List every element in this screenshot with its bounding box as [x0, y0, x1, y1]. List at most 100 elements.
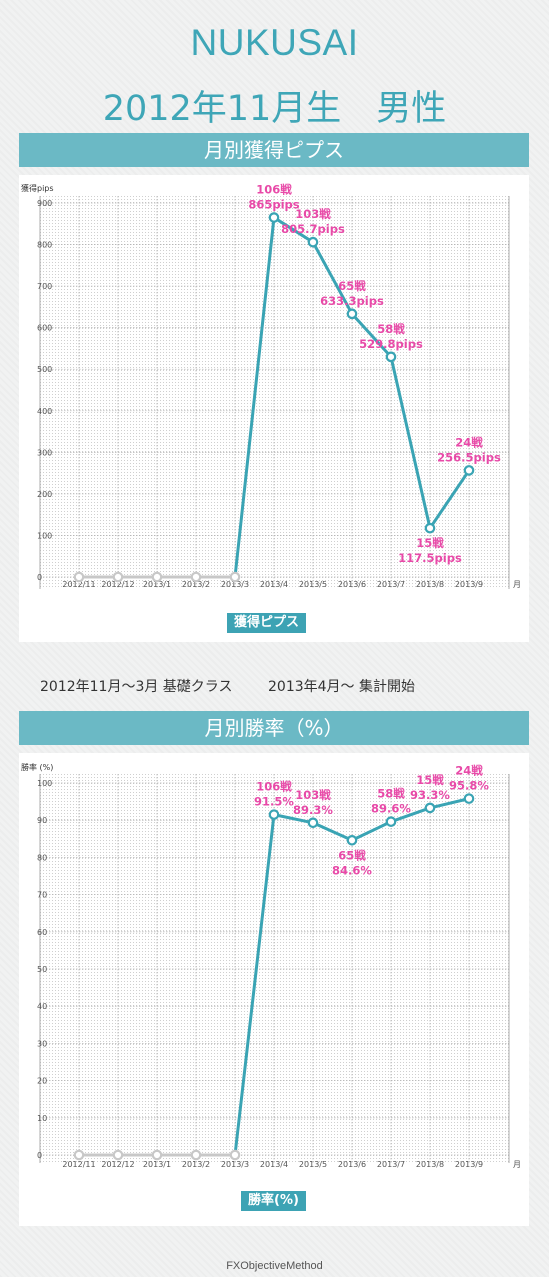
x-tick-label: 2012/11 [62, 1160, 95, 1169]
data-label-trades: 103戦 [295, 207, 331, 221]
data-label-value: 865pips [248, 198, 299, 212]
y-tick-label: 100 [37, 531, 52, 540]
note-basic-class: 2012年11月〜3月 基礎クラス [40, 679, 233, 695]
series-line-segment [428, 797, 471, 810]
series-line-segment [350, 312, 393, 359]
x-tick-label: 2013/2 [182, 1160, 210, 1169]
data-label-trades: 65戦 [338, 279, 366, 293]
data-point [385, 351, 397, 363]
y-tick-label: 300 [37, 448, 52, 457]
x-tick-label: 2013/4 [260, 1160, 288, 1169]
data-label-value: 91.5% [254, 795, 294, 809]
data-label-value: 93.3% [410, 788, 450, 802]
data-point [346, 308, 358, 320]
data-point [73, 1149, 85, 1161]
x-tick-label: 2013/3 [221, 580, 249, 589]
data-label-value: 256.5pips [437, 450, 501, 464]
y-tick-label: 10 [37, 1114, 47, 1123]
y-tick-label: 500 [37, 365, 52, 374]
data-point [73, 571, 85, 583]
x-tick-label: 2013/3 [221, 1160, 249, 1169]
pips-chart-badge: 獲得ピプス [227, 613, 307, 633]
x-tick-label: 2012/11 [62, 580, 95, 589]
data-label-trades: 58戦 [377, 787, 405, 801]
x-tick-label: 2013/7 [377, 580, 405, 589]
y-tick-label: 60 [37, 928, 47, 937]
data-label-value: 89.3% [293, 803, 333, 817]
x-tick-label: 2013/2 [182, 580, 210, 589]
series-line-segment [311, 240, 354, 316]
section2-band: 月別勝率（%） [19, 711, 529, 745]
data-point [268, 809, 280, 820]
x-tick-label: 2013/4 [260, 580, 288, 589]
data-point [463, 793, 475, 804]
y-tick-label: 0 [37, 573, 42, 582]
data-label-value: 805.7pips [281, 222, 345, 236]
chart1-panel: 0 100 200 300 400 500 600 700 800 900 獲得pips 2012/1… [19, 175, 529, 642]
data-label-trades: 103戦 [295, 788, 331, 802]
data-label-trades: 24戦 [455, 764, 483, 778]
x-tick-label: 2012/12 [101, 1160, 134, 1169]
x-tick-label: 2013/5 [299, 580, 327, 589]
y-tick-label: 600 [37, 324, 52, 333]
data-point [463, 465, 475, 476]
series-line-segment [350, 820, 393, 842]
y-tick-label: 70 [37, 891, 47, 900]
data-point [112, 1149, 124, 1161]
series-line-segment [233, 813, 276, 1157]
x-tick-label: 2013/5 [299, 1160, 327, 1169]
chart2-panel: 0 10 20 30 40 50 60 70 80 90 100 勝率 (%) 2012/11 2012/… [19, 753, 529, 1226]
data-label-value: 84.6% [332, 863, 372, 877]
y-tick-label: 30 [37, 1039, 47, 1048]
x-tick-label: 2013/8 [416, 1160, 444, 1169]
series-line-segment [428, 468, 471, 530]
series-line-segment [233, 216, 276, 579]
y-tick-label: 90 [37, 816, 47, 825]
x-tick-label: 2013/6 [338, 1160, 366, 1169]
y-tick-label: 100 [37, 779, 52, 788]
x-tick-label: 2013/1 [143, 1160, 171, 1169]
data-point [346, 834, 358, 846]
pips-chart: 0 100 200 300 400 500 600 700 800 900 獲得pips 2012/1… [21, 183, 521, 589]
section1-band: 月別獲得ピプス [19, 133, 529, 167]
x-tick-label: 2013/9 [455, 1160, 483, 1169]
winrate-chart: 0 10 20 30 40 50 60 70 80 90 100 勝率 (%) 2012/11 2012/… [21, 762, 521, 1169]
data-point [229, 571, 241, 583]
y-tick-label: 800 [37, 241, 52, 250]
x-tick-label: 2013/7 [377, 1160, 405, 1169]
data-point [424, 522, 436, 534]
y-tick-label: 0 [37, 1151, 42, 1160]
data-label-trades: 15戦 [416, 773, 444, 787]
data-point [112, 571, 124, 583]
data-label-trades: 15戦 [416, 536, 444, 550]
plot-area [40, 774, 509, 1163]
x-tick-label: 2012/12 [101, 580, 134, 589]
data-label-trades: 58戦 [377, 322, 405, 336]
y-tick-label: 900 [37, 199, 52, 208]
data-label-trades: 65戦 [338, 848, 366, 862]
y-tick-label: 700 [37, 282, 52, 291]
series-line-segment [311, 821, 354, 842]
data-label-value: 633.3pips [320, 294, 384, 308]
x-tick-label: 2013/6 [338, 580, 366, 589]
note-count-start: 2013年4月〜 集計開始 [268, 679, 415, 695]
x-axis-unit: 月 [513, 580, 521, 589]
y-axis-label: 勝率 (%) [21, 762, 53, 772]
data-point [424, 802, 436, 814]
y-tick-label: 200 [37, 490, 52, 499]
page-subtitle: 2012年11月生 男性 [102, 89, 447, 129]
series-line-segment [389, 355, 432, 530]
x-tick-label: 2013/1 [143, 580, 171, 589]
winrate-chart-badge: 勝率(%) [241, 1191, 306, 1211]
y-tick-label: 40 [37, 1002, 47, 1011]
x-tick-label: 2013/9 [455, 580, 483, 589]
data-label-value: 89.6% [371, 802, 411, 816]
page-title: NUKUSAI [190, 22, 359, 63]
footer-credit: FXObjectiveMethod [226, 1260, 323, 1272]
data-point [268, 212, 280, 223]
series-line-segment [272, 813, 315, 825]
series-line-segment [389, 806, 432, 824]
data-label-value: 529.8pips [359, 337, 423, 351]
x-tick-label: 2013/8 [416, 580, 444, 589]
data-point [307, 236, 319, 248]
